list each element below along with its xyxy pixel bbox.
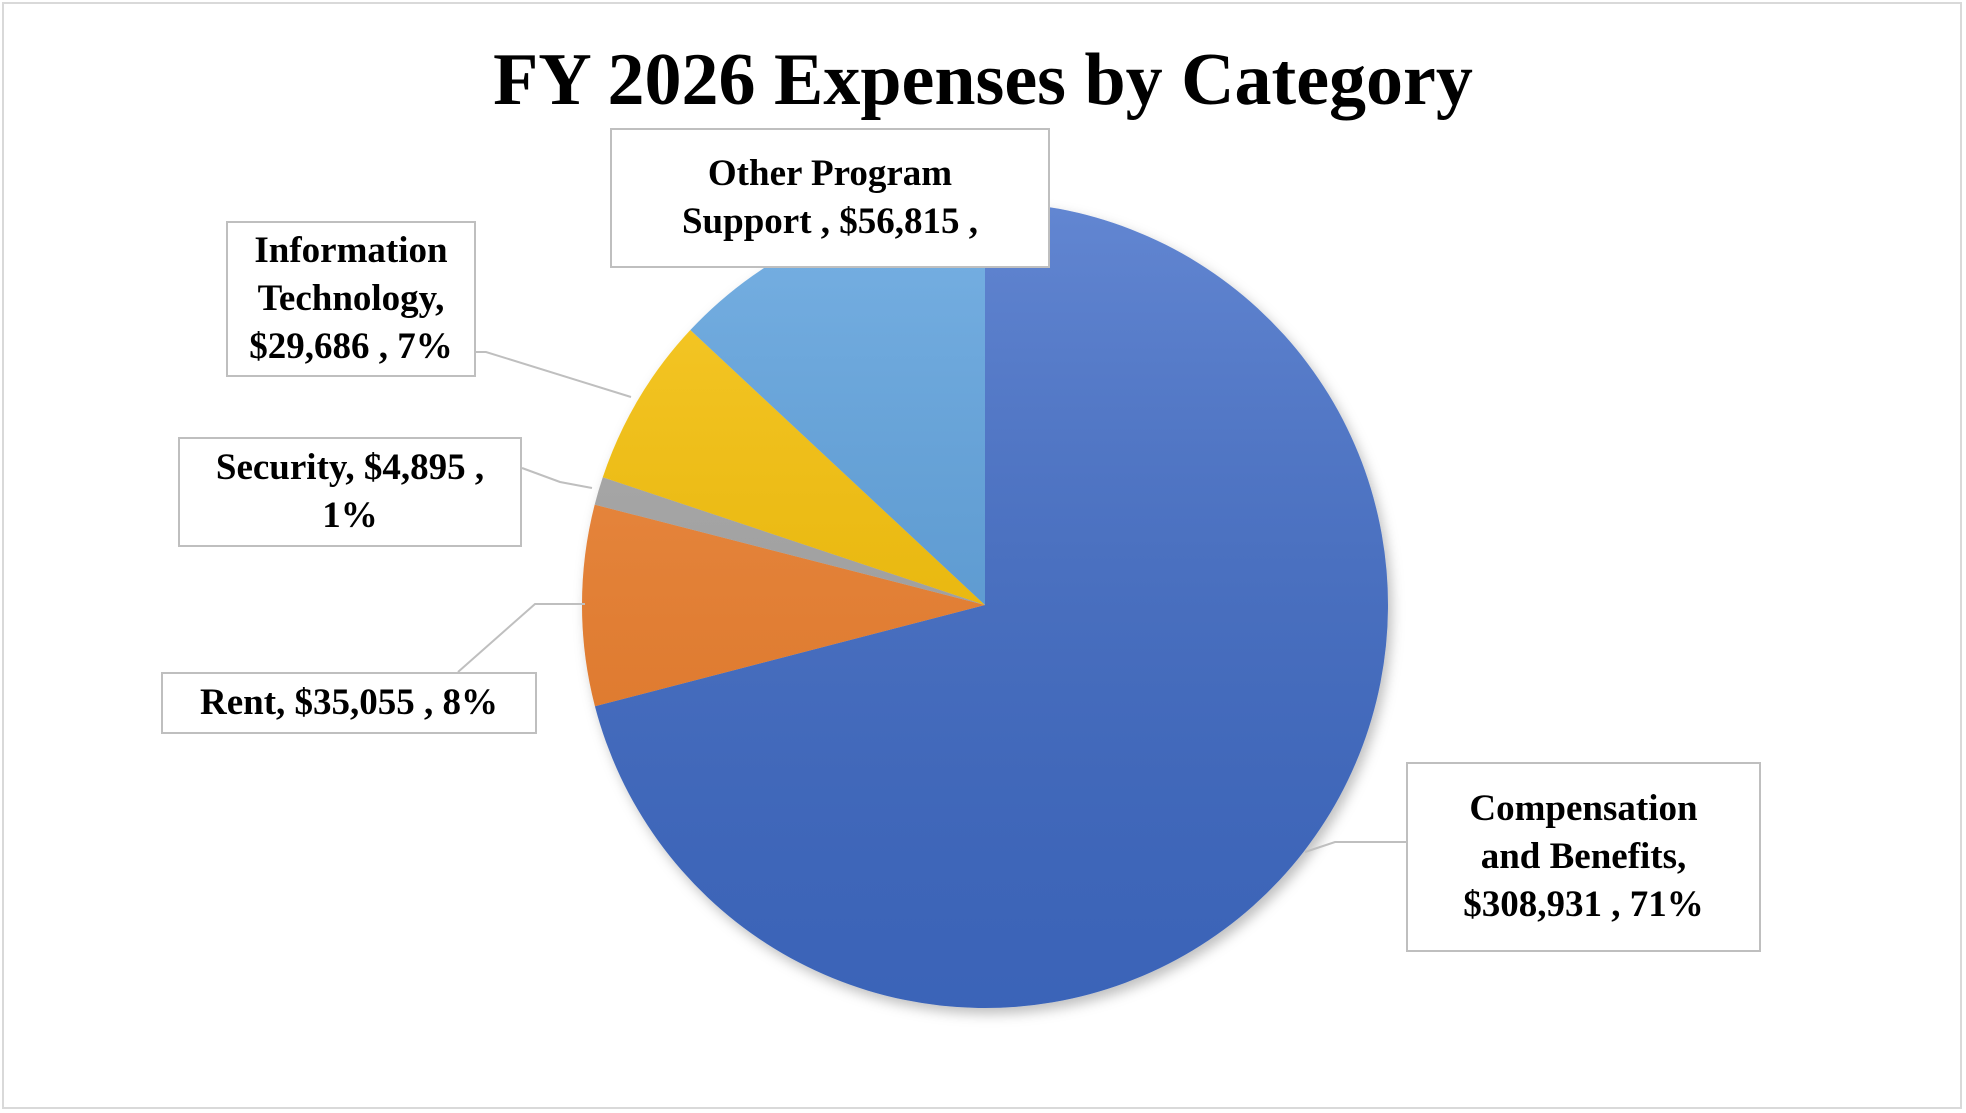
- data-label-other-program-support: Other Program Support , $56,815 ,: [610, 128, 1050, 268]
- leader-line-rent: [457, 603, 585, 673]
- data-label-information-technology: Information Technology, $29,686 , 7%: [226, 221, 476, 377]
- leader-line-security: [521, 467, 593, 489]
- leader-line-information-technology: [476, 351, 632, 398]
- chart-title: FY 2026 Expenses by Category: [493, 39, 1473, 121]
- data-label-compensation-and-benefits: Compensation and Benefits, $308,931 , 71…: [1406, 762, 1761, 952]
- data-label-rent: Rent, $35,055 , 8%: [161, 672, 537, 734]
- data-label-security: Security, $4,895 , 1%: [178, 437, 522, 547]
- leader-line-compensation-and-benefits: [1304, 841, 1408, 853]
